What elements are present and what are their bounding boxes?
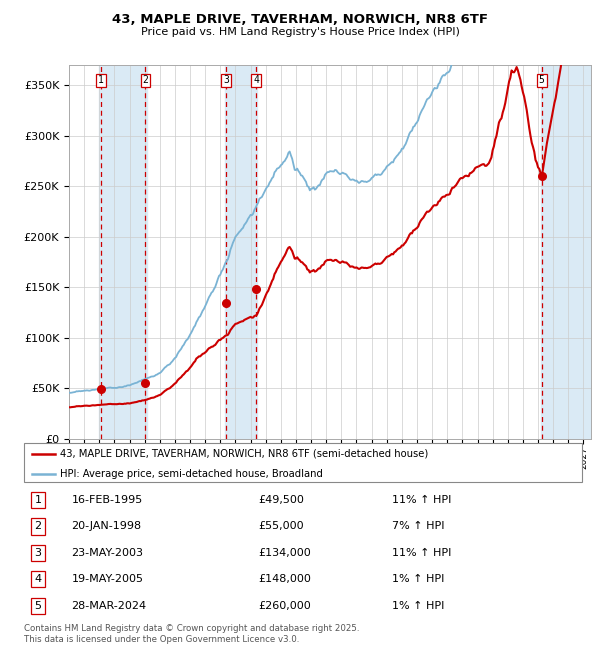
Text: 28-MAR-2024: 28-MAR-2024 <box>71 601 146 610</box>
Text: 43, MAPLE DRIVE, TAVERHAM, NORWICH, NR8 6TF: 43, MAPLE DRIVE, TAVERHAM, NORWICH, NR8 … <box>112 13 488 26</box>
Text: 11% ↑ HPI: 11% ↑ HPI <box>392 495 452 505</box>
Text: 2: 2 <box>34 521 41 532</box>
Text: £260,000: £260,000 <box>259 601 311 610</box>
Text: 16-FEB-1995: 16-FEB-1995 <box>71 495 143 505</box>
Text: 43, MAPLE DRIVE, TAVERHAM, NORWICH, NR8 6TF (semi-detached house): 43, MAPLE DRIVE, TAVERHAM, NORWICH, NR8 … <box>60 449 428 459</box>
Text: 1% ↑ HPI: 1% ↑ HPI <box>392 574 445 584</box>
Text: 7% ↑ HPI: 7% ↑ HPI <box>392 521 445 532</box>
Text: 1: 1 <box>34 495 41 505</box>
Text: 5: 5 <box>34 601 41 610</box>
Bar <box>99 65 146 439</box>
Text: 3: 3 <box>34 548 41 558</box>
Text: 1% ↑ HPI: 1% ↑ HPI <box>392 601 445 610</box>
Text: 11% ↑ HPI: 11% ↑ HPI <box>392 548 452 558</box>
Bar <box>541 65 591 439</box>
Text: 3: 3 <box>223 75 229 85</box>
Text: 4: 4 <box>34 574 41 584</box>
Text: 4: 4 <box>253 75 259 85</box>
Text: 19-MAY-2005: 19-MAY-2005 <box>71 574 143 584</box>
Text: £148,000: £148,000 <box>259 574 311 584</box>
Text: £134,000: £134,000 <box>259 548 311 558</box>
Text: Contains HM Land Registry data © Crown copyright and database right 2025.
This d: Contains HM Land Registry data © Crown c… <box>24 624 359 644</box>
Text: 2: 2 <box>142 75 148 85</box>
FancyBboxPatch shape <box>24 443 582 482</box>
Text: £55,000: £55,000 <box>259 521 304 532</box>
Text: HPI: Average price, semi-detached house, Broadland: HPI: Average price, semi-detached house,… <box>60 469 323 478</box>
Text: £49,500: £49,500 <box>259 495 304 505</box>
Text: 1: 1 <box>98 75 104 85</box>
Text: Price paid vs. HM Land Registry's House Price Index (HPI): Price paid vs. HM Land Registry's House … <box>140 27 460 37</box>
Bar <box>225 65 257 439</box>
Text: 23-MAY-2003: 23-MAY-2003 <box>71 548 143 558</box>
Text: 5: 5 <box>539 75 545 85</box>
Text: 20-JAN-1998: 20-JAN-1998 <box>71 521 142 532</box>
